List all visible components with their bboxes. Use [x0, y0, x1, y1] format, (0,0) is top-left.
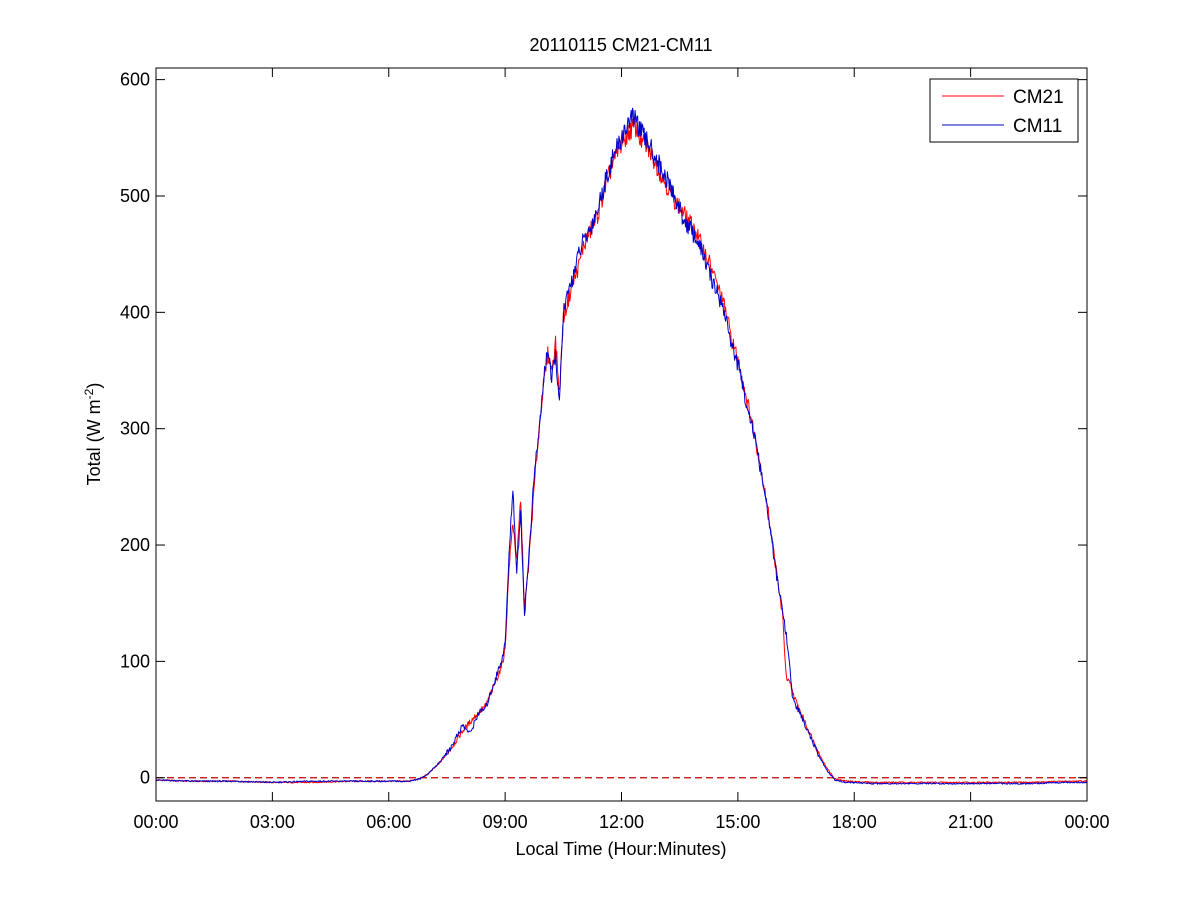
x-tick-label: 21:00: [948, 812, 993, 832]
x-tick-label: 18:00: [832, 812, 877, 832]
x-tick-label: 15:00: [715, 812, 760, 832]
legend-label-cm11: CM11: [1013, 116, 1062, 137]
y-axis-label: Total (W m-2): [82, 383, 104, 486]
series-line-cm11: [155, 107, 1088, 785]
y-axis-label-superscript: -2: [82, 388, 96, 399]
legend-label-cm21: CM21: [1013, 87, 1064, 108]
y-tick-label: 200: [120, 535, 150, 555]
x-tick-label: 00:00: [133, 812, 178, 832]
y-tick-label: 100: [120, 651, 150, 671]
series-line-cm21: [155, 117, 1088, 784]
series-layer: [155, 107, 1088, 785]
y-tick-label: 0: [140, 768, 150, 788]
y-tick-label: 600: [120, 70, 150, 90]
y-axis-label-suffix: ): [84, 383, 104, 389]
y-axis-label-main: Total (W m: [84, 399, 104, 485]
x-tick-label: 12:00: [599, 812, 644, 832]
x-tick-label: 03:00: [250, 812, 295, 832]
x-axis-label: Local Time (Hour:Minutes): [515, 839, 726, 859]
x-tick-label: 09:00: [483, 812, 528, 832]
x-tick-label: 06:00: [366, 812, 411, 832]
legend: CM21 CM11: [929, 78, 1079, 143]
y-tick-label: 300: [120, 419, 150, 439]
y-tick-label: 500: [120, 186, 150, 206]
legend-box: [929, 78, 1079, 143]
x-tick-label: 00:00: [1064, 812, 1109, 832]
chart-title: 20110115 CM21-CM11: [529, 35, 712, 55]
y-tick-label: 400: [120, 302, 150, 322]
ticks-layer: 00:00 03:00 06:00 09:00 12:00 15:00 18:00 21:00…: [120, 68, 1110, 832]
